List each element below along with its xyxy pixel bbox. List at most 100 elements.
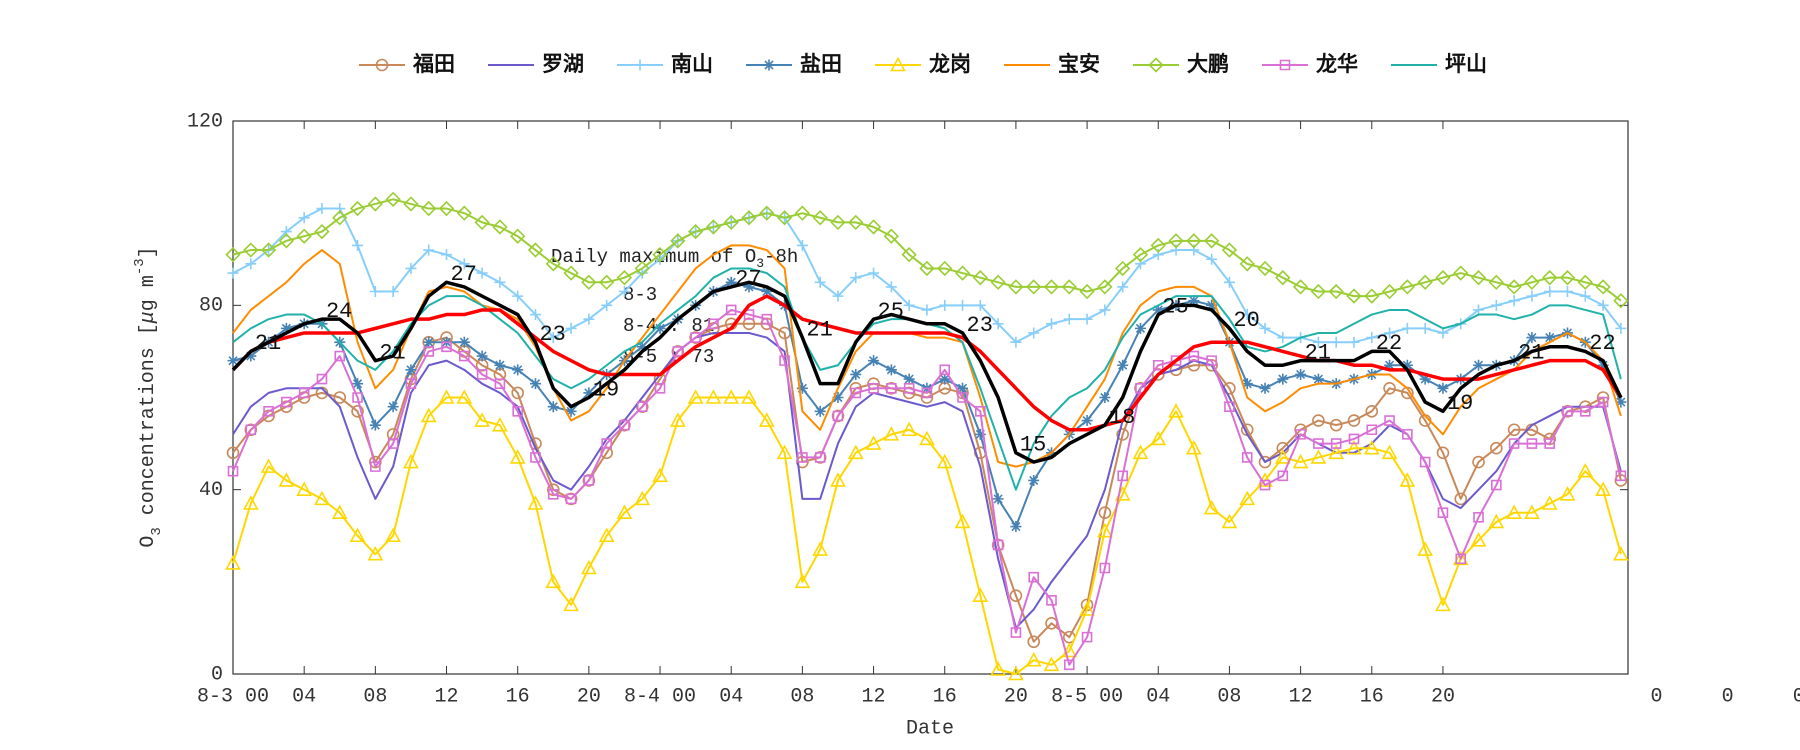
marker [1257, 260, 1273, 277]
legend-marker [634, 59, 646, 71]
marker [652, 467, 668, 483]
marker [975, 406, 986, 417]
marker [867, 377, 880, 390]
marker [1295, 429, 1306, 440]
marker [723, 389, 740, 404]
marker [1562, 286, 1573, 298]
marker [1347, 414, 1361, 427]
point-label: 15 [1020, 433, 1046, 458]
marker [598, 527, 615, 543]
marker [886, 382, 897, 394]
point-label: 25 [878, 299, 904, 324]
marker [939, 364, 951, 376]
marker [458, 258, 470, 270]
legend-label: 罗湖 [542, 52, 584, 76]
marker [1613, 293, 1629, 309]
marker [1081, 313, 1093, 325]
marker [972, 270, 988, 286]
marker [459, 350, 470, 362]
marker [990, 274, 1006, 290]
marker [1274, 449, 1291, 464]
marker [227, 267, 239, 279]
marker [1473, 512, 1484, 523]
marker [331, 504, 348, 520]
marker [1472, 455, 1485, 469]
marker [1043, 279, 1060, 295]
marker [1117, 281, 1129, 293]
x-tick-label: 8-4 00 [624, 685, 696, 708]
y-tick-label: 0 [211, 663, 223, 686]
marker [316, 373, 328, 385]
marker [1365, 405, 1379, 418]
marker [687, 223, 704, 240]
x-tick-label: 08 [1217, 685, 1241, 708]
marker [850, 387, 862, 399]
marker [1417, 541, 1434, 556]
marker [227, 355, 239, 367]
marker [670, 233, 686, 249]
x-tick-label: 08 [790, 685, 814, 708]
series-line [231, 280, 1623, 464]
legend-label: 福田 [412, 52, 455, 76]
marker [990, 661, 1006, 676]
y-axis-label: -3 [132, 258, 148, 275]
marker [761, 313, 773, 325]
marker [1081, 415, 1093, 427]
y-tick-label: 40 [199, 479, 223, 502]
marker [260, 242, 277, 258]
legend-label: 龙华 [1316, 52, 1358, 76]
legend-label: 盐田 [800, 52, 842, 76]
marker [1239, 490, 1256, 506]
marker [1524, 274, 1540, 290]
marker [654, 322, 666, 334]
y-axis-label: O [137, 536, 160, 548]
x-tick-label: 12 [435, 685, 459, 708]
marker [226, 446, 240, 460]
marker [1117, 470, 1128, 482]
marker [992, 318, 1004, 330]
series-line [232, 244, 1622, 468]
series-line [232, 198, 1622, 302]
marker [1419, 456, 1431, 468]
marker [1384, 327, 1396, 339]
marker [243, 242, 259, 258]
marker [1009, 589, 1023, 602]
marker [1348, 336, 1360, 348]
marker [1312, 336, 1324, 348]
marker [1615, 396, 1627, 408]
marker [1417, 274, 1433, 290]
marker [939, 299, 951, 311]
marker [758, 412, 775, 427]
marker [937, 260, 953, 277]
marker [1063, 313, 1075, 325]
x-tick-label: 0 [1722, 685, 1734, 708]
marker [1526, 332, 1538, 344]
marker [814, 405, 826, 417]
marker [1259, 322, 1271, 334]
marker [1419, 373, 1431, 385]
marker [1221, 513, 1238, 529]
marker [1455, 553, 1467, 565]
marker [1150, 237, 1166, 254]
marker [1097, 279, 1113, 295]
marker [352, 239, 364, 251]
marker [1117, 359, 1129, 371]
marker [1580, 406, 1591, 417]
marker [458, 336, 470, 348]
marker [634, 260, 650, 277]
marker [814, 276, 826, 288]
marker [1453, 265, 1469, 281]
marker [1277, 332, 1289, 344]
marker [1384, 415, 1395, 426]
marker [387, 401, 399, 413]
marker [1615, 470, 1627, 482]
marker [458, 345, 471, 358]
marker [1203, 499, 1220, 515]
marker [1419, 322, 1431, 334]
marker [242, 495, 259, 510]
x-tick-label: 16 [933, 685, 957, 708]
marker [1435, 270, 1451, 286]
x-tick-label: 12 [1289, 685, 1313, 708]
marker [832, 392, 844, 403]
marker [1241, 309, 1253, 321]
